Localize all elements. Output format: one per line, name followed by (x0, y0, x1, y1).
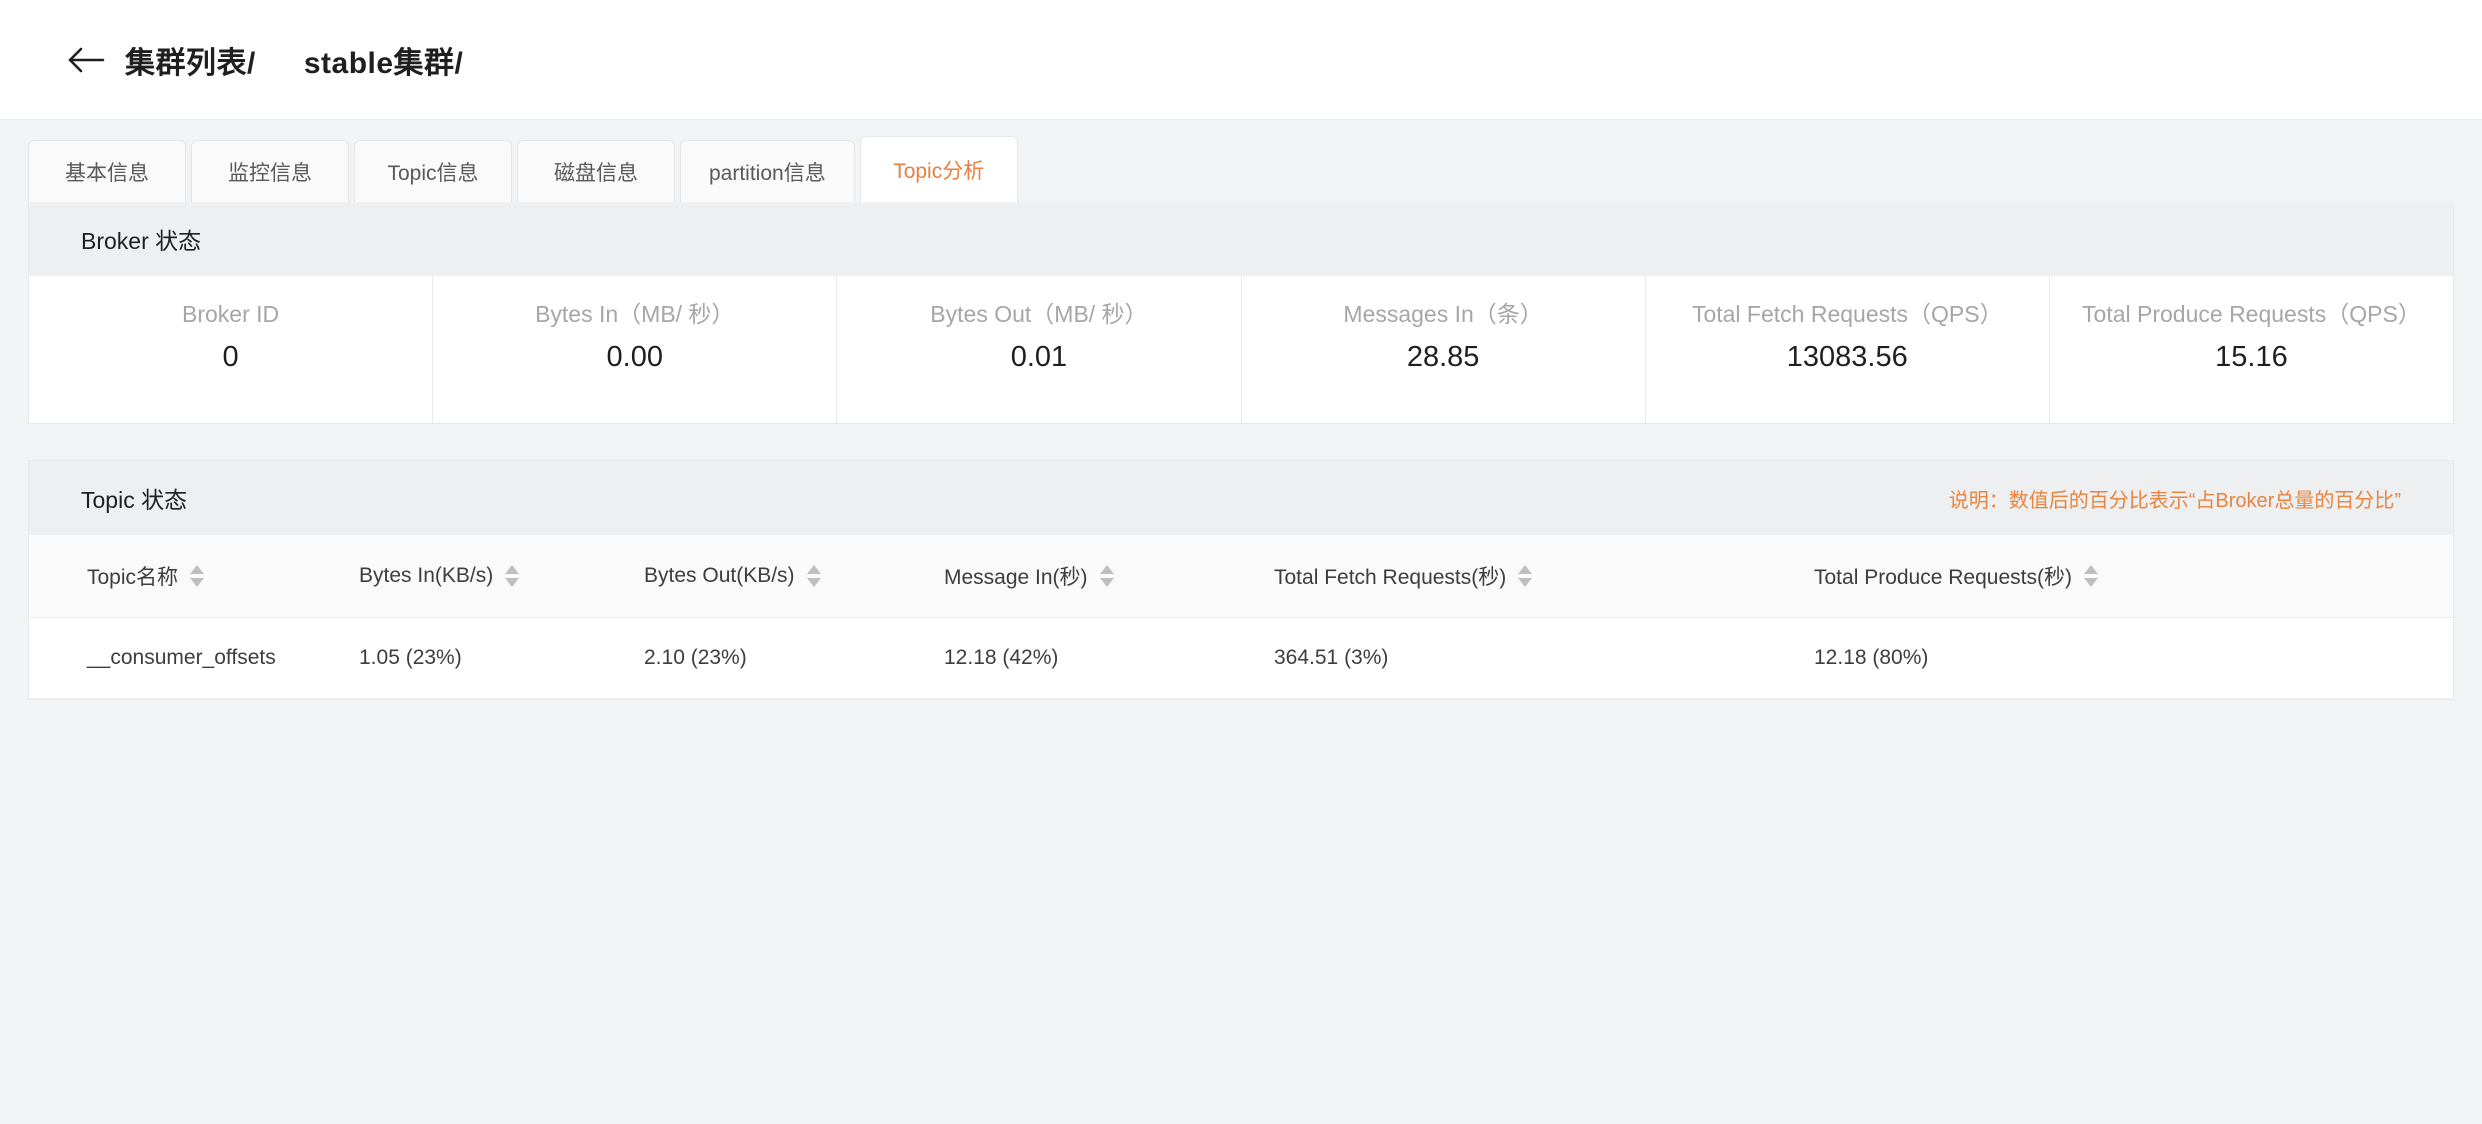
broker-status-card: Broker 状态 Broker ID 0 Bytes In（MB/ 秒） 0.… (28, 202, 2454, 424)
column-header-topic-name[interactable]: Topic名称 (29, 535, 359, 618)
sort-toggle-icon[interactable] (806, 565, 821, 587)
column-label: Topic名称 (87, 566, 179, 589)
column-header-total-produce-requests[interactable]: Total Produce Requests(秒) (1814, 535, 2453, 618)
stat-value: 0 (222, 340, 239, 373)
topic-table-head: Topic名称 Bytes In(KB/s) Bytes Out(KB/s) (29, 535, 2453, 618)
tab-basic-info[interactable]: 基本信息 (28, 140, 186, 202)
sort-toggle-icon[interactable] (1518, 565, 1533, 587)
cell-bytes-in: 1.05 (23%) (359, 617, 644, 699)
topic-status-note: 说明：数值后的百分比表示“占Broker总量的百分比” (1948, 489, 2401, 512)
tab-partition-info[interactable]: partition信息 (680, 140, 855, 202)
table-row[interactable]: __consumer_offsets 1.05 (23%) 2.10 (23%)… (29, 617, 2453, 699)
topic-table: Topic名称 Bytes In(KB/s) Bytes Out(KB/s) (29, 535, 2453, 699)
stat-total-fetch-requests: Total Fetch Requests（QPS） 13083.56 (1646, 276, 2050, 423)
breadcrumb-item-cluster-list[interactable]: 集群列表/ (125, 46, 256, 80)
column-header-message-in[interactable]: Message In(秒) (944, 535, 1274, 618)
stat-label: Messages In（条） (1343, 301, 1543, 327)
broker-stat-strip: Broker ID 0 Bytes In（MB/ 秒） 0.00 Bytes O… (29, 276, 2453, 423)
breadcrumb: 集群列表/ stable集群/ (125, 38, 463, 82)
stat-value: 15.16 (2215, 340, 2288, 373)
stat-value: 13083.56 (1786, 340, 1908, 373)
stat-label: Broker ID (182, 301, 280, 327)
table-header-row: Topic名称 Bytes In(KB/s) Bytes Out(KB/s) (29, 535, 2453, 618)
breadcrumb-item-cluster-name[interactable]: stable集群/ (303, 46, 464, 80)
column-label: Bytes In(KB/s) (359, 564, 494, 587)
stat-label: Total Fetch Requests（QPS） (1691, 301, 2003, 327)
stat-label: Bytes In（MB/ 秒） (535, 301, 735, 327)
back-button[interactable] (65, 39, 107, 81)
stat-broker-id: Broker ID 0 (29, 276, 434, 423)
topic-status-header: Topic 状态 说明：数值后的百分比表示“占Broker总量的百分比” (29, 461, 2453, 535)
stat-value: 0.01 (1010, 340, 1068, 373)
column-label: Message In(秒) (944, 566, 1088, 589)
cell-topic-name: __consumer_offsets (29, 617, 359, 699)
cell-message-in: 12.18 (42%) (944, 617, 1274, 699)
sort-toggle-icon[interactable] (1099, 565, 1114, 587)
column-header-bytes-in[interactable]: Bytes In(KB/s) (359, 535, 644, 618)
sort-toggle-icon[interactable] (505, 565, 520, 587)
stat-label: Total Produce Requests（QPS） (2082, 301, 2421, 327)
tab-bar: 基本信息 监控信息 Topic信息 磁盘信息 partition信息 Topic… (0, 120, 2482, 202)
broker-status-title: Broker 状态 (81, 228, 202, 254)
stat-value: 28.85 (1406, 340, 1480, 373)
broker-status-header: Broker 状态 (29, 202, 2453, 276)
tab-monitor-info[interactable]: 监控信息 (191, 140, 349, 202)
topic-status-title: Topic 状态 (81, 487, 188, 513)
arrow-left-icon (67, 45, 105, 75)
topic-table-body: __consumer_offsets 1.05 (23%) 2.10 (23%)… (29, 617, 2453, 699)
sort-toggle-icon[interactable] (2083, 565, 2098, 587)
tab-disk-info[interactable]: 磁盘信息 (517, 140, 675, 202)
column-header-bytes-out[interactable]: Bytes Out(KB/s) (644, 535, 944, 618)
topic-status-card: Topic 状态 说明：数值后的百分比表示“占Broker总量的百分比” Top… (28, 460, 2454, 700)
column-label: Total Fetch Requests(秒) (1274, 566, 1507, 589)
sort-toggle-icon[interactable] (190, 565, 205, 587)
tab-topic-info[interactable]: Topic信息 (354, 140, 512, 202)
page-header: 集群列表/ stable集群/ (0, 0, 2482, 120)
stat-bytes-in: Bytes In（MB/ 秒） 0.00 (433, 276, 838, 423)
column-header-total-fetch-requests[interactable]: Total Fetch Requests(秒) (1274, 535, 1814, 618)
stat-value: 0.00 (606, 340, 663, 373)
stat-label: Bytes Out（MB/ 秒） (930, 301, 1148, 327)
stat-bytes-out: Bytes Out（MB/ 秒） 0.01 (837, 276, 1242, 423)
stat-total-produce-requests: Total Produce Requests（QPS） 15.16 (2050, 276, 2453, 423)
column-label: Bytes Out(KB/s) (644, 564, 795, 587)
stat-messages-in: Messages In（条） 28.85 (1242, 276, 1646, 423)
cell-bytes-out: 2.10 (23%) (644, 617, 944, 699)
cell-total-produce-requests: 12.18 (80%) (1814, 617, 2453, 699)
tab-topic-analysis[interactable]: Topic分析 (859, 136, 1018, 202)
cell-total-fetch-requests: 364.51 (3%) (1274, 617, 1814, 699)
column-label: Total Produce Requests(秒) (1814, 566, 2072, 589)
